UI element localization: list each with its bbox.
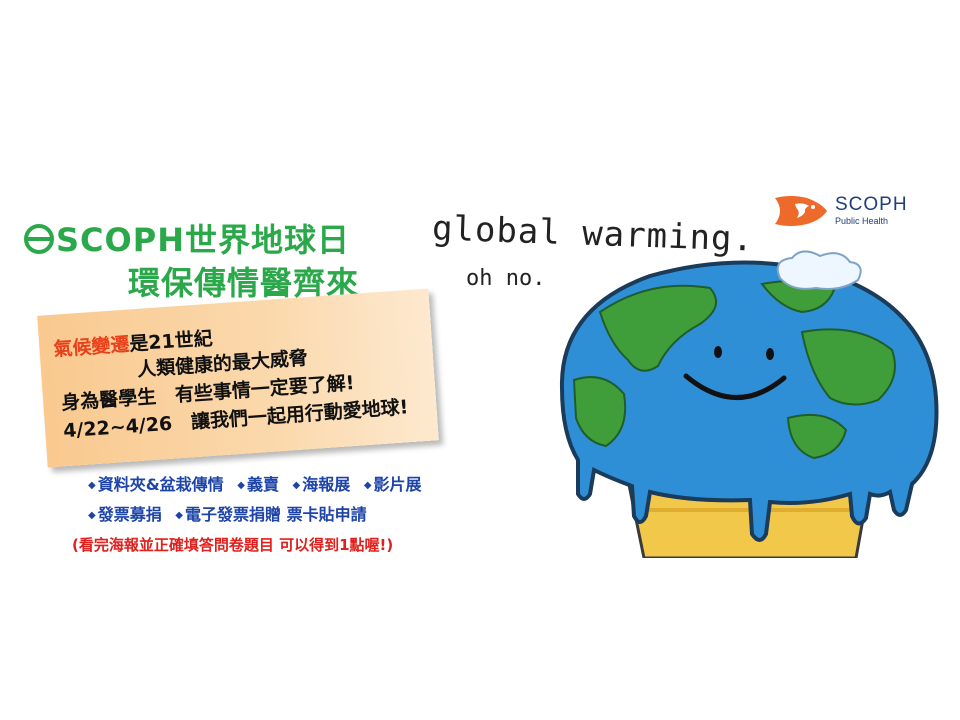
event-title-line1: SCOPH世界地球日	[24, 215, 350, 261]
activity-item: ◆ 發票募捐	[88, 505, 162, 524]
smile-mouth	[683, 373, 787, 400]
right-eye	[766, 348, 774, 360]
melting-earth-icecream-illustration	[559, 250, 939, 558]
theta-logo-icon	[24, 224, 54, 254]
activity-item: ◆ 海報展	[292, 475, 351, 494]
activity-row1: ◆ 資料夾&盆栽傳情 ◆ 義賣 ◆ 海報展 ◆ 影片展	[88, 471, 430, 495]
logo-subtitle: Public Health	[835, 216, 889, 226]
diamond-bullet-icon: ◆	[363, 480, 372, 491]
continent-australia	[786, 413, 848, 460]
diamond-bullet-icon: ◆	[292, 480, 301, 491]
diamond-bullet-icon: ◆	[175, 510, 183, 521]
diamond-bullet-icon: ◆	[88, 510, 96, 521]
diamond-bullet-icon: ◆	[88, 480, 96, 491]
scoph-logo: SCOPH Public Health	[773, 192, 933, 236]
activity-item: ◆ 資料夾&盆栽傳情	[88, 475, 224, 494]
scoph-logo-mark-icon	[775, 196, 827, 226]
activity-item: ◆ 電子發票捐贈 票卡貼申請	[175, 505, 367, 524]
info-panel: 氣候變遷是21世紀 人類健康的最大威脅 身為醫學生 有些事情一定要了解! 4/2…	[37, 288, 439, 468]
continent-south-america	[572, 376, 627, 448]
continent-north-america	[598, 284, 718, 372]
logo-name: SCOPH	[835, 194, 908, 215]
handwritten-oh-no: oh no.	[466, 266, 546, 291]
whipped-cream-topping	[776, 250, 862, 290]
event-title-text1: SCOPH世界地球日	[56, 221, 350, 259]
climate-change-highlight: 氣候變遷	[52, 333, 131, 361]
activity-item: ◆ 影片展	[363, 475, 422, 494]
left-eye	[714, 346, 722, 358]
diamond-bullet-icon: ◆	[237, 480, 245, 491]
continent-africa	[800, 328, 896, 406]
activity-row2: ◆ 發票募捐 ◆ 電子發票捐贈 票卡貼申請	[88, 501, 375, 525]
activity-item: ◆ 義賣	[237, 475, 279, 494]
points-note: (看完海報並正確填答問卷題目 可以得到1點喔!)	[72, 536, 394, 554]
